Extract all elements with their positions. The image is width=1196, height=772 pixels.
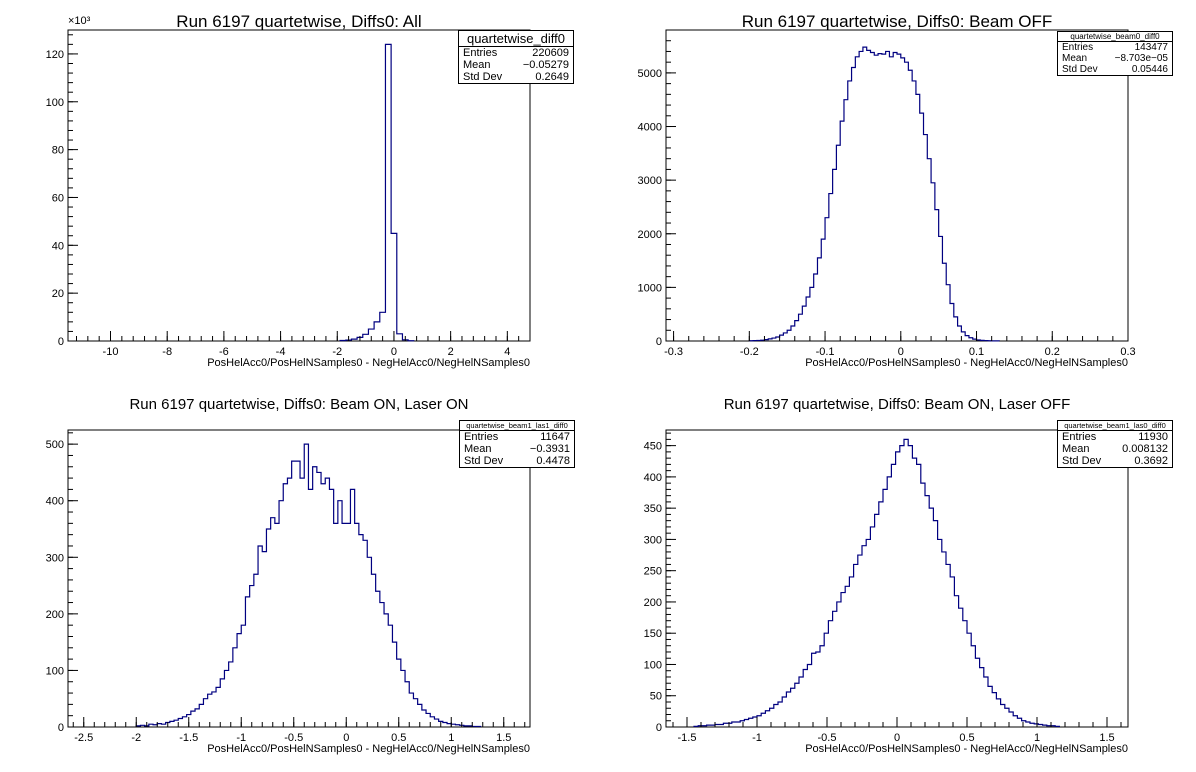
y-tick-label: 450 — [644, 441, 662, 453]
y-tick-label: 200 — [644, 597, 662, 609]
y-tick-label: 40 — [52, 240, 64, 252]
y-tick-label: 4000 — [638, 122, 662, 134]
y-tick-label: 0 — [656, 336, 662, 348]
histogram-line — [136, 444, 480, 727]
stats-name: quartetwise_diff0 — [459, 31, 573, 47]
x-tick-label: -2.5 — [74, 732, 93, 744]
stats-box: quartetwise_diff0 Entries 220609 Mean −0.0… — [458, 30, 574, 84]
histogram-line — [340, 44, 414, 341]
y-tick-label: 60 — [52, 192, 64, 204]
stats-entries-row: Entries 220609 — [459, 47, 573, 59]
y-tick-label: 0 — [58, 722, 64, 734]
y-tick-label: 5000 — [638, 68, 662, 80]
plot-title: Run 6197 quartetwise, Diffs0: Beam ON, L… — [0, 396, 598, 413]
y-tick-label: 300 — [46, 552, 64, 564]
y-tick-label: 200 — [46, 609, 64, 621]
stats-stddev-row: Std Dev 0.2649 — [459, 71, 573, 83]
y-tick-label: 50 — [650, 691, 662, 703]
stats-box: quartetwise_beam0_diff0 Entries 143477 Me… — [1057, 31, 1173, 76]
x-tick-label: -10 — [103, 346, 119, 358]
y-tick-label: 350 — [644, 503, 662, 515]
plot-frame — [666, 30, 1128, 341]
x-tick-label: -0.2 — [740, 346, 759, 358]
x-tick-label: -1 — [752, 732, 762, 744]
x-axis-label: PosHelAcc0/PosHelNSamples0 - NegHelAcc0/… — [207, 357, 530, 369]
plot-title: Run 6197 quartetwise, Diffs0: All — [0, 12, 598, 32]
x-axis-label: PosHelAcc0/PosHelNSamples0 - NegHelAcc0/… — [207, 743, 530, 755]
stats-mean-row: Mean −8.703e−05 — [1058, 53, 1172, 64]
stats-box: quartetwise_beam1_las1_diff0 Entries 1164… — [459, 420, 575, 468]
stats-entries-row: Entries 11930 — [1058, 431, 1172, 443]
stats-stddev-row: Std Dev 0.3692 — [1058, 455, 1172, 467]
histogram-line — [749, 47, 999, 341]
y-tick-label: 0 — [656, 722, 662, 734]
stats-mean-row: Mean 0.008132 — [1058, 443, 1172, 455]
x-tick-label: -1.5 — [678, 732, 697, 744]
y-tick-label: 100 — [46, 97, 64, 109]
histogram-line — [694, 439, 1059, 727]
x-axis-label: PosHelAcc0/PosHelNSamples0 - NegHelAcc0/… — [805, 743, 1128, 755]
stats-name: quartetwise_beam1_las1_diff0 — [460, 421, 574, 431]
stats-entries-row: Entries 11647 — [460, 431, 574, 443]
y-tick-label: 0 — [58, 336, 64, 348]
y-tick-label: 150 — [644, 628, 662, 640]
y-tick-label: 2000 — [638, 229, 662, 241]
x-axis-label: PosHelAcc0/PosHelNSamples0 - NegHelAcc0/… — [805, 357, 1128, 369]
stats-box: quartetwise_beam1_las0_diff0 Entries 1193… — [1057, 420, 1173, 468]
x-tick-label: -2 — [131, 732, 141, 744]
y-tick-label: 120 — [46, 49, 64, 61]
histogram-pad-laser-on: -2.5 -2 -1.5 -1 -0.5 0 0.5 1 1.5 0 100 200 300 400 500… — [0, 386, 598, 772]
y-tick-label: 20 — [52, 288, 64, 300]
histogram-pad-all: -10 -8 -6 -4 -2 0 2 4 0 20 40 60 80 100 120 ×10³ PosHelA… — [0, 0, 598, 386]
stats-stddev-row: Std Dev 0.05446 — [1058, 64, 1172, 75]
plot-title: Run 6197 quartetwise, Diffs0: Beam OFF — [598, 12, 1196, 32]
y-tick-label: 100 — [46, 665, 64, 677]
stats-name: quartetwise_beam0_diff0 — [1058, 32, 1172, 42]
histogram-pad-beam-off: -0.3 -0.2 -0.1 0 0.1 0.2 0.3 0 1000 2000 3000 4000 5… — [598, 0, 1196, 386]
y-tick-label: 300 — [644, 534, 662, 546]
x-tick-label: -1.5 — [179, 732, 198, 744]
stats-mean-row: Mean −0.05279 — [459, 59, 573, 71]
y-tick-label: 100 — [644, 659, 662, 671]
x-tick-label: -0.3 — [664, 346, 683, 358]
plot-title: Run 6197 quartetwise, Diffs0: Beam ON, L… — [598, 396, 1196, 413]
y-tick-label: 3000 — [638, 175, 662, 187]
stats-name: quartetwise_beam1_las0_diff0 — [1058, 421, 1172, 431]
y-tick-label: 500 — [46, 439, 64, 451]
y-tick-label: 400 — [644, 472, 662, 484]
plot-frame — [666, 430, 1128, 727]
y-tick-label: 400 — [46, 496, 64, 508]
y-tick-label: 1000 — [638, 282, 662, 294]
stats-mean-row: Mean −0.3931 — [460, 443, 574, 455]
stats-entries-row: Entries 143477 — [1058, 42, 1172, 53]
x-tick-label: -8 — [162, 346, 172, 358]
histogram-pad-laser-off: -1.5 -1 -0.5 0 0.5 1 1.5 0 50 100 150 200 250 300 350 4… — [598, 386, 1196, 772]
stats-stddev-row: Std Dev 0.4478 — [460, 455, 574, 467]
plot-frame — [68, 430, 530, 727]
y-tick-label: 250 — [644, 566, 662, 578]
y-tick-label: 80 — [52, 145, 64, 157]
